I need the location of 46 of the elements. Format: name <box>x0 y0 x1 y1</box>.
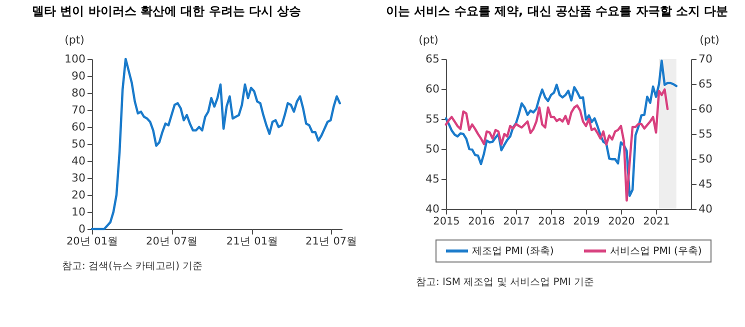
y-tick-label: 50 <box>72 138 86 150</box>
y-tick-label: 30 <box>72 172 86 184</box>
chart-title: 이는 서비스 수요를 제약, 대신 공산품 수요를 자극할 소지 다분 <box>386 4 728 18</box>
legend-label: 제조업 PMI (좌축) <box>472 246 554 257</box>
x-tick-label: 2018 <box>538 216 565 228</box>
y2-axis-title: (pt) <box>700 34 720 46</box>
y-tick-label: 10 <box>72 206 86 218</box>
x-tick-label: 21년 01월 <box>226 236 278 248</box>
x-tick-label: 21년 07월 <box>306 236 358 248</box>
y2-tick-label: 40 <box>698 202 712 216</box>
y-tick-label: 80 <box>72 86 86 100</box>
y2-tick-label: 50 <box>698 152 712 166</box>
x-tick-label: 2016 <box>468 216 496 228</box>
x-tick-label: 20년 01월 <box>66 236 119 248</box>
x-tick-label: 2019 <box>573 216 600 228</box>
y-tick-label: 40 <box>72 154 86 168</box>
line-series <box>444 60 678 197</box>
x-tick-label: 2017 <box>503 216 530 228</box>
text: 참고: 검색(뉴스 카테고리) 기준 <box>62 261 203 272</box>
y-tick-label: 90 <box>72 70 86 82</box>
y-tick-label: 60 <box>426 82 440 96</box>
line-series <box>444 88 669 202</box>
y2-tick-label: 60 <box>698 102 712 116</box>
y-tick-label: 60 <box>72 120 86 134</box>
y-tick-label: 55 <box>426 112 440 126</box>
y-tick-label: 50 <box>426 142 440 156</box>
y-tick-label: 70 <box>72 104 86 116</box>
x-tick-label: 2020 <box>608 216 635 228</box>
x-tick-label: 20년 07월 <box>146 236 198 248</box>
y-tick-label: 40 <box>426 202 440 216</box>
x-tick-label: 2021 <box>643 216 670 228</box>
legend-label: 서비스업 PMI (우축) <box>610 246 702 257</box>
y-tick-label: 65 <box>426 52 440 66</box>
y2-tick-label: 65 <box>698 78 712 90</box>
y2-tick-label: 45 <box>698 178 712 190</box>
text: 참고: ISM 제조업 및 서비스업 PMI 기준 <box>416 277 594 288</box>
y-tick-label: 20 <box>72 188 86 202</box>
y-tick-label: 45 <box>426 172 440 186</box>
y-axis-title: (pt) <box>418 34 438 46</box>
y2-tick-label: 70 <box>698 52 712 66</box>
x-tick-label: 2015 <box>433 216 460 228</box>
y-tick-label: 100 <box>64 52 86 66</box>
y-axis-title: (pt) <box>64 34 84 46</box>
y-tick-label: 0 <box>78 222 86 236</box>
y2-tick-label: 55 <box>698 128 712 140</box>
chart-title: 델타 변이 바이러스 확산에 대한 우려는 다시 상승 <box>32 4 302 18</box>
